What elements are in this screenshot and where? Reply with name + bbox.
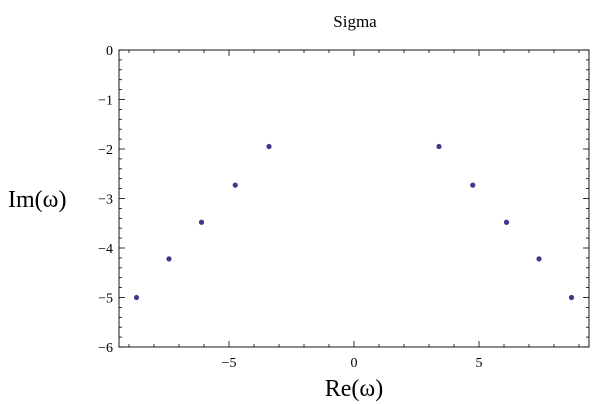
x-tick-label: −5: [222, 356, 237, 371]
chart-title: Sigma: [333, 12, 377, 31]
x-tick-label: 0: [351, 356, 358, 371]
axis-tick-labels: 0 −1 −2 −3 −4 −5 −6 −5 0 5: [98, 44, 482, 371]
data-point: [503, 219, 510, 225]
plot-frame: [118, 49, 590, 348]
y-tick-label: −5: [98, 292, 113, 307]
data-point: [436, 143, 442, 150]
y-tick-label: −3: [98, 193, 113, 208]
data-point: [198, 219, 205, 225]
axis-ticks: [119, 49, 589, 348]
y-tick-label: −1: [98, 94, 113, 109]
data-point: [266, 143, 272, 150]
data-point: [536, 256, 542, 262]
data-point: [568, 294, 575, 301]
data-points: [133, 143, 575, 301]
y-tick-label: −6: [98, 341, 113, 356]
data-point: [166, 256, 172, 262]
data-point: [232, 182, 238, 188]
data-point: [470, 182, 476, 188]
data-point: [133, 294, 140, 301]
x-tick-label: 5: [476, 356, 483, 371]
y-tick-label: −4: [98, 242, 113, 257]
y-tick-label: 0: [106, 44, 113, 59]
y-axis-label: Im(ω): [8, 187, 66, 213]
y-tick-label: −2: [98, 143, 113, 158]
x-axis-label: Re(ω): [325, 376, 383, 402]
